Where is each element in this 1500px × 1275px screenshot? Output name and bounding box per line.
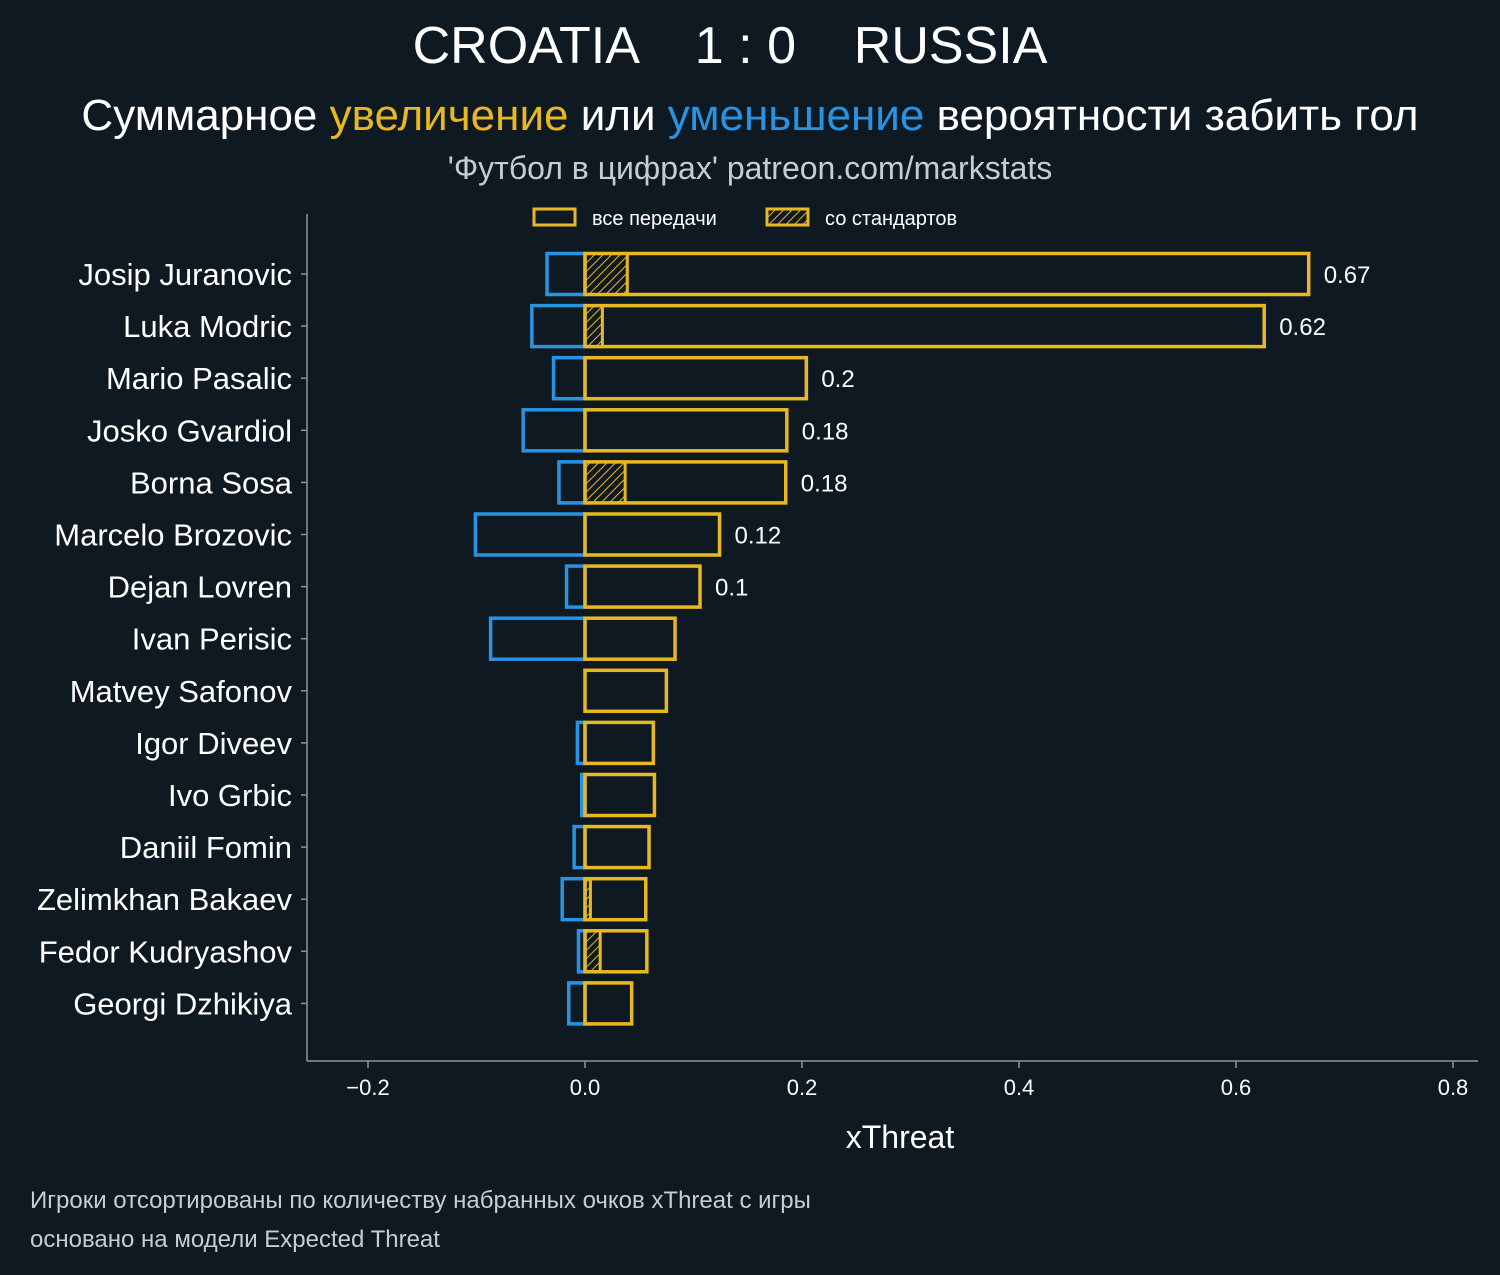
chart-title: CROATIA 1 : 0 RUSSIA: [412, 17, 1048, 75]
player-label: Zelimkhan Bakaev: [37, 882, 293, 917]
player-label: Marcelo Brozovic: [54, 518, 292, 553]
bar-value-label: 0.67: [1324, 262, 1371, 289]
set-piece-bar: [583, 252, 629, 296]
subtitle-decrease-word: уменьшение: [667, 91, 925, 140]
negative-bar: [557, 460, 587, 505]
positive-bar: [583, 668, 669, 714]
subtitle-part-1: Суммарное: [81, 91, 330, 140]
source-credit: 'Футбол в цифрах' patreon.com/markstats: [447, 150, 1053, 186]
player-label: Ivo Grbic: [168, 778, 292, 813]
legend-all-passes-label: все передачи: [592, 208, 717, 230]
positive-bar: [583, 929, 649, 974]
set-piece-bar: [583, 929, 602, 974]
footnote-sort-order: Игроки отсортированы по количеству набра…: [30, 1187, 811, 1214]
x-tick-label: 0.2: [787, 1075, 818, 1100]
bar-value-label: 0.12: [735, 523, 782, 550]
x-tick-label: 0.0: [570, 1075, 601, 1100]
player-label: Daniil Fomin: [120, 830, 292, 865]
positive-bar: [583, 720, 656, 766]
chart-subtitle: Суммарное увеличение или уменьшение веро…: [0, 88, 1500, 144]
positive-bar: [583, 408, 789, 453]
legend-set-pieces-swatch: [765, 207, 810, 227]
player-label: Borna Sosa: [130, 465, 293, 500]
negative-bar: [530, 303, 587, 349]
x-tick-label: 0.8: [1438, 1075, 1469, 1100]
positive-bar: [583, 981, 634, 1026]
negative-bar: [488, 616, 587, 661]
player-label: Georgi Dzhikiya: [73, 986, 293, 1021]
negative-bar: [564, 564, 587, 609]
player-label: Igor Diveev: [135, 726, 292, 761]
positive-bar: [583, 460, 788, 505]
positive-bar: [583, 251, 1311, 297]
player-label: Ivan Perisic: [132, 622, 292, 657]
subtitle-increase-word: увеличение: [329, 91, 569, 140]
legend-all-passes-swatch: [532, 207, 577, 227]
x-tick-label: −0.2: [346, 1075, 389, 1100]
player-label: Dejan Lovren: [108, 570, 292, 605]
positive-bar: [583, 772, 657, 818]
plot-area: −0.2 0.0 0.2 0.4 0.6 0.8 Josip Juranovic 0.67 Lu…: [37, 214, 1478, 1100]
bar-value-label: 0.2: [821, 366, 854, 393]
negative-bar: [566, 981, 587, 1026]
positive-bar: [583, 355, 809, 401]
player-label: Matvey Safonov: [70, 674, 293, 709]
legend-set-pieces-label: со стандартов: [825, 208, 957, 230]
bar-value-label: 0.18: [802, 418, 849, 445]
positive-bar: [583, 512, 722, 557]
player-label: Josko Gvardiol: [87, 413, 292, 448]
negative-bar: [560, 876, 587, 922]
player-label: Mario Pasalic: [106, 361, 292, 396]
bar-value-label: 0.62: [1279, 314, 1326, 341]
footnote-model: основано на модели Expected Threat: [30, 1226, 440, 1253]
negative-bar: [551, 355, 587, 401]
bar-value-label: 0.18: [801, 470, 848, 497]
x-tick-label: 0.6: [1221, 1075, 1252, 1100]
subtitle-part-2: или: [568, 91, 668, 140]
player-label: Luka Modric: [123, 309, 292, 344]
positive-bar: [583, 876, 648, 922]
negative-bar: [473, 512, 587, 557]
player-label: Fedor Kudryashov: [39, 934, 293, 969]
set-piece-bar: [583, 304, 604, 349]
player-label: Josip Juranovic: [78, 257, 292, 292]
x-tick-label: 0.4: [1004, 1075, 1035, 1100]
subtitle-part-3: вероятности забить гол: [924, 91, 1419, 140]
positive-bar: [583, 616, 677, 661]
negative-bar: [545, 251, 587, 297]
set-piece-bar: [583, 460, 627, 505]
chart-legend: все передачи со стандартов: [532, 207, 957, 230]
bar-value-label: 0.1: [715, 575, 748, 602]
x-axis-label: xThreat: [846, 1119, 955, 1155]
negative-bar: [521, 408, 587, 453]
positive-bar: [583, 564, 702, 609]
positive-bar: [583, 824, 651, 870]
positive-bar: [583, 303, 1266, 349]
